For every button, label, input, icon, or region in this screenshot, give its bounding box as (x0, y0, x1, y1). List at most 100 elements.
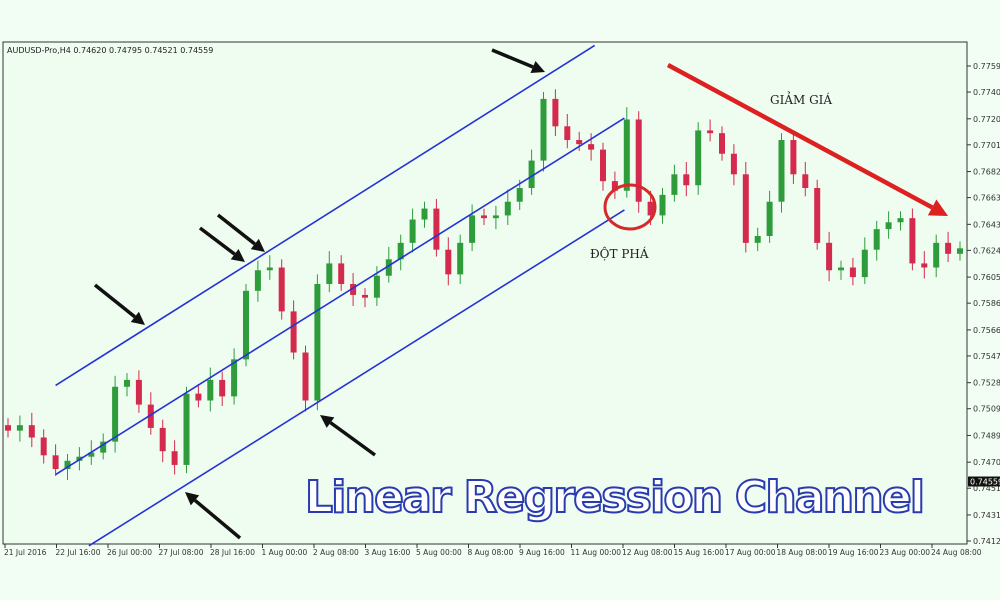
y-tick-label: 0.74315 (973, 511, 1000, 520)
candle-body (100, 441, 107, 453)
candle (659, 188, 666, 224)
arrow-head (927, 199, 948, 216)
candle (338, 255, 345, 291)
candle-body (362, 294, 368, 298)
black-arrow-icon (198, 226, 245, 262)
candle (409, 208, 416, 253)
current-price-marker (968, 476, 1000, 487)
candle (243, 283, 249, 367)
candle (159, 419, 166, 463)
candle-body (338, 263, 345, 284)
candle (957, 241, 963, 261)
candle-body (16, 425, 23, 431)
candle-body (600, 149, 606, 182)
candle (290, 300, 297, 360)
candle-body (219, 379, 226, 397)
y-tick-label: 0.74125 (973, 537, 1000, 546)
symbol-info: AUDUSD-Pro,H4 0.74620 0.74795 0.74521 0.… (7, 46, 214, 55)
candle-body (885, 222, 892, 230)
candle-body (302, 352, 309, 401)
candle-body (5, 425, 11, 431)
candle (16, 415, 23, 442)
x-tick-label: 2 Aug 08:00 (313, 548, 359, 557)
arrow-head (230, 248, 245, 262)
x-tick-label: 3 Aug 16:00 (365, 548, 411, 557)
candle (623, 107, 630, 198)
candle-body (135, 379, 142, 405)
candle (695, 122, 702, 195)
candle (183, 386, 190, 474)
candle-body (588, 144, 595, 150)
candle-body (730, 153, 737, 175)
candle-body (171, 451, 178, 465)
candle-body (278, 267, 285, 312)
x-tick-label: 26 Jul 00:00 (107, 548, 152, 557)
candle-body (385, 259, 392, 276)
candle (838, 260, 844, 280)
x-tick-label: 11 Aug 00:00 (571, 548, 622, 557)
candle (742, 161, 749, 253)
candle (802, 161, 809, 197)
y-tick-label: 0.76245 (973, 246, 1000, 255)
channel-middle-line (55, 117, 625, 476)
candle-body (195, 393, 202, 401)
candle-body (564, 126, 571, 141)
black-arrow-icon (320, 415, 377, 457)
candle-body (671, 174, 678, 195)
arrow-head (320, 415, 335, 428)
candle-body (492, 215, 499, 219)
candle (945, 231, 952, 263)
candle (909, 208, 916, 271)
candle (207, 367, 214, 412)
candle-body (373, 275, 380, 298)
candle-body (897, 218, 904, 223)
candle-body (528, 160, 535, 189)
downtrend-arrow-icon (666, 63, 948, 216)
x-tick-label: 23 Aug 00:00 (880, 548, 931, 557)
candle-body (957, 248, 963, 254)
y-tick-label: 0.74895 (973, 431, 1000, 440)
candle (385, 246, 392, 283)
x-tick-label: 15 Aug 16:00 (674, 548, 725, 557)
x-tick-label: 21 Jul 2016 (4, 548, 47, 557)
arrow-shaft (193, 498, 242, 540)
candle (873, 220, 880, 261)
black-arrow-icon (491, 48, 545, 74)
candle (302, 345, 309, 412)
x-tick-label: 8 Aug 08:00 (468, 548, 514, 557)
candle (707, 119, 714, 142)
candle-body (52, 455, 59, 470)
candle-body (243, 290, 249, 360)
decline-label: GIẢM GIÁ (770, 90, 832, 107)
candle (147, 392, 154, 435)
candle (40, 429, 47, 464)
candle (635, 111, 642, 213)
x-tick-label: 27 Jul 08:00 (159, 548, 204, 557)
arrow-shaft (666, 63, 934, 210)
candle-body (147, 404, 154, 428)
arrow-shaft (491, 48, 534, 69)
candle (826, 231, 833, 282)
candle (504, 189, 511, 226)
candle-body (873, 229, 880, 250)
x-tick-label: 9 Aug 16:00 (519, 548, 565, 557)
candle-body (28, 425, 35, 438)
y-tick-label: 0.75665 (973, 326, 1000, 335)
candle (350, 272, 357, 306)
candle (124, 373, 130, 397)
chart-title: Linear Regression Channel (305, 472, 925, 523)
arrow-shaft (93, 283, 136, 319)
candles (5, 89, 963, 480)
x-tick-label: 12 Aug 08:00 (622, 548, 673, 557)
candle-body (909, 218, 916, 264)
candle (421, 201, 428, 228)
candle-body (659, 194, 666, 216)
candle (564, 113, 571, 149)
